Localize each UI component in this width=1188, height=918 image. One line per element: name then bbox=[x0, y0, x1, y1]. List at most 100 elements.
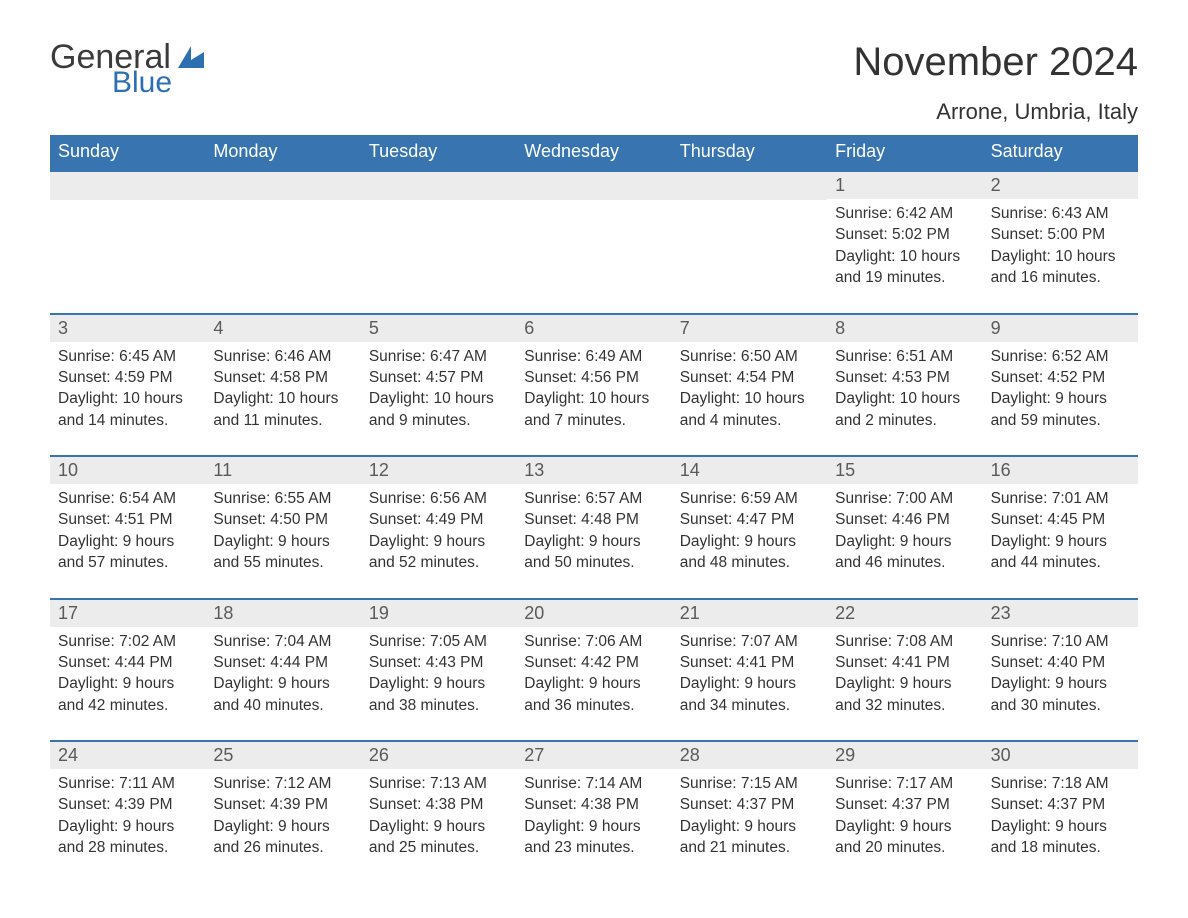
daylight-line: Daylight: 9 hours and 20 minutes. bbox=[835, 816, 974, 859]
day-body: Sunrise: 7:13 AMSunset: 4:38 PMDaylight:… bbox=[361, 769, 516, 859]
empty-day-bar bbox=[516, 172, 671, 200]
calendar: SundayMondayTuesdayWednesdayThursdayFrid… bbox=[50, 135, 1138, 865]
daylight-line: Daylight: 9 hours and 57 minutes. bbox=[58, 531, 197, 574]
day-cell: 20Sunrise: 7:06 AMSunset: 4:42 PMDayligh… bbox=[516, 600, 671, 717]
page-title: November 2024 bbox=[853, 40, 1138, 85]
day-number: 2 bbox=[983, 172, 1138, 199]
sunset-line: Sunset: 4:45 PM bbox=[991, 509, 1130, 530]
day-number: 12 bbox=[361, 457, 516, 484]
sunset-line: Sunset: 4:47 PM bbox=[680, 509, 819, 530]
day-body: Sunrise: 6:43 AMSunset: 5:00 PMDaylight:… bbox=[983, 199, 1138, 289]
sunset-line: Sunset: 4:39 PM bbox=[213, 794, 352, 815]
day-cell: 28Sunrise: 7:15 AMSunset: 4:37 PMDayligh… bbox=[672, 742, 827, 859]
sunset-line: Sunset: 4:38 PM bbox=[524, 794, 663, 815]
week-row: 10Sunrise: 6:54 AMSunset: 4:51 PMDayligh… bbox=[50, 455, 1138, 598]
day-cell: 21Sunrise: 7:07 AMSunset: 4:41 PMDayligh… bbox=[672, 600, 827, 717]
day-cell: 4Sunrise: 6:46 AMSunset: 4:58 PMDaylight… bbox=[205, 315, 360, 432]
daylight-line: Daylight: 9 hours and 50 minutes. bbox=[524, 531, 663, 574]
sunrise-line: Sunrise: 7:00 AM bbox=[835, 488, 974, 509]
day-cell: 2Sunrise: 6:43 AMSunset: 5:00 PMDaylight… bbox=[983, 172, 1138, 289]
day-number: 21 bbox=[672, 600, 827, 627]
header-area: General Blue November 2024 Arrone, Umbri… bbox=[50, 40, 1138, 125]
daylight-line: Daylight: 9 hours and 34 minutes. bbox=[680, 673, 819, 716]
sunrise-line: Sunrise: 7:01 AM bbox=[991, 488, 1130, 509]
day-body: Sunrise: 7:06 AMSunset: 4:42 PMDaylight:… bbox=[516, 627, 671, 717]
title-block: November 2024 Arrone, Umbria, Italy bbox=[853, 40, 1138, 125]
daylight-line: Daylight: 9 hours and 44 minutes. bbox=[991, 531, 1130, 574]
sunset-line: Sunset: 4:58 PM bbox=[213, 367, 352, 388]
week-row: 24Sunrise: 7:11 AMSunset: 4:39 PMDayligh… bbox=[50, 740, 1138, 865]
day-cell: 22Sunrise: 7:08 AMSunset: 4:41 PMDayligh… bbox=[827, 600, 982, 717]
daylight-line: Daylight: 9 hours and 18 minutes. bbox=[991, 816, 1130, 859]
daylight-line: Daylight: 9 hours and 23 minutes. bbox=[524, 816, 663, 859]
day-body: Sunrise: 7:10 AMSunset: 4:40 PMDaylight:… bbox=[983, 627, 1138, 717]
daylight-line: Daylight: 9 hours and 25 minutes. bbox=[369, 816, 508, 859]
day-body: Sunrise: 6:49 AMSunset: 4:56 PMDaylight:… bbox=[516, 342, 671, 432]
sunset-line: Sunset: 4:41 PM bbox=[680, 652, 819, 673]
day-body: Sunrise: 6:50 AMSunset: 4:54 PMDaylight:… bbox=[672, 342, 827, 432]
sail-icon bbox=[178, 46, 204, 68]
sunset-line: Sunset: 4:54 PM bbox=[680, 367, 819, 388]
day-body: Sunrise: 7:08 AMSunset: 4:41 PMDaylight:… bbox=[827, 627, 982, 717]
sunrise-line: Sunrise: 7:15 AM bbox=[680, 773, 819, 794]
day-number: 7 bbox=[672, 315, 827, 342]
weekday-header: Monday bbox=[205, 135, 360, 170]
day-number: 26 bbox=[361, 742, 516, 769]
day-body: Sunrise: 7:14 AMSunset: 4:38 PMDaylight:… bbox=[516, 769, 671, 859]
day-number: 25 bbox=[205, 742, 360, 769]
sunset-line: Sunset: 4:38 PM bbox=[369, 794, 508, 815]
location-subtitle: Arrone, Umbria, Italy bbox=[853, 99, 1138, 125]
day-cell: 23Sunrise: 7:10 AMSunset: 4:40 PMDayligh… bbox=[983, 600, 1138, 717]
day-body: Sunrise: 6:51 AMSunset: 4:53 PMDaylight:… bbox=[827, 342, 982, 432]
day-body: Sunrise: 6:59 AMSunset: 4:47 PMDaylight:… bbox=[672, 484, 827, 574]
day-number: 8 bbox=[827, 315, 982, 342]
day-body: Sunrise: 7:02 AMSunset: 4:44 PMDaylight:… bbox=[50, 627, 205, 717]
sunrise-line: Sunrise: 6:43 AM bbox=[991, 203, 1130, 224]
daylight-line: Daylight: 9 hours and 59 minutes. bbox=[991, 388, 1130, 431]
day-number: 16 bbox=[983, 457, 1138, 484]
daylight-line: Daylight: 9 hours and 40 minutes. bbox=[213, 673, 352, 716]
sunset-line: Sunset: 4:40 PM bbox=[991, 652, 1130, 673]
sunset-line: Sunset: 5:02 PM bbox=[835, 224, 974, 245]
day-number: 28 bbox=[672, 742, 827, 769]
empty-day-cell bbox=[361, 172, 516, 289]
sunrise-line: Sunrise: 6:54 AM bbox=[58, 488, 197, 509]
weekday-header: Tuesday bbox=[361, 135, 516, 170]
day-cell: 17Sunrise: 7:02 AMSunset: 4:44 PMDayligh… bbox=[50, 600, 205, 717]
day-cell: 11Sunrise: 6:55 AMSunset: 4:50 PMDayligh… bbox=[205, 457, 360, 574]
sunset-line: Sunset: 4:41 PM bbox=[835, 652, 974, 673]
empty-day-cell bbox=[50, 172, 205, 289]
daylight-line: Daylight: 9 hours and 46 minutes. bbox=[835, 531, 974, 574]
day-body: Sunrise: 6:42 AMSunset: 5:02 PMDaylight:… bbox=[827, 199, 982, 289]
day-number: 11 bbox=[205, 457, 360, 484]
sunset-line: Sunset: 4:53 PM bbox=[835, 367, 974, 388]
sunset-line: Sunset: 4:50 PM bbox=[213, 509, 352, 530]
day-number: 14 bbox=[672, 457, 827, 484]
day-cell: 10Sunrise: 6:54 AMSunset: 4:51 PMDayligh… bbox=[50, 457, 205, 574]
day-body: Sunrise: 6:47 AMSunset: 4:57 PMDaylight:… bbox=[361, 342, 516, 432]
day-body: Sunrise: 6:54 AMSunset: 4:51 PMDaylight:… bbox=[50, 484, 205, 574]
day-number: 9 bbox=[983, 315, 1138, 342]
day-cell: 12Sunrise: 6:56 AMSunset: 4:49 PMDayligh… bbox=[361, 457, 516, 574]
sunset-line: Sunset: 4:39 PM bbox=[58, 794, 197, 815]
day-cell: 24Sunrise: 7:11 AMSunset: 4:39 PMDayligh… bbox=[50, 742, 205, 859]
daylight-line: Daylight: 10 hours and 7 minutes. bbox=[524, 388, 663, 431]
daylight-line: Daylight: 10 hours and 14 minutes. bbox=[58, 388, 197, 431]
sunrise-line: Sunrise: 6:47 AM bbox=[369, 346, 508, 367]
sunset-line: Sunset: 5:00 PM bbox=[991, 224, 1130, 245]
sunset-line: Sunset: 4:48 PM bbox=[524, 509, 663, 530]
sunrise-line: Sunrise: 7:14 AM bbox=[524, 773, 663, 794]
day-cell: 16 Sunrise: 7:01 AMSunset: 4:45 PMDayligh… bbox=[983, 457, 1138, 574]
day-body: Sunrise: 6:46 AMSunset: 4:58 PMDaylight:… bbox=[205, 342, 360, 432]
daylight-line: Daylight: 9 hours and 38 minutes. bbox=[369, 673, 508, 716]
sunset-line: Sunset: 4:44 PM bbox=[213, 652, 352, 673]
sunset-line: Sunset: 4:43 PM bbox=[369, 652, 508, 673]
day-body: Sunrise: 7:07 AMSunset: 4:41 PMDaylight:… bbox=[672, 627, 827, 717]
day-cell: 30Sunrise: 7:18 AMSunset: 4:37 PMDayligh… bbox=[983, 742, 1138, 859]
sunset-line: Sunset: 4:56 PM bbox=[524, 367, 663, 388]
sunrise-line: Sunrise: 6:45 AM bbox=[58, 346, 197, 367]
sunset-line: Sunset: 4:37 PM bbox=[680, 794, 819, 815]
daylight-line: Daylight: 9 hours and 30 minutes. bbox=[991, 673, 1130, 716]
sunrise-line: Sunrise: 7:05 AM bbox=[369, 631, 508, 652]
sunset-line: Sunset: 4:51 PM bbox=[58, 509, 197, 530]
